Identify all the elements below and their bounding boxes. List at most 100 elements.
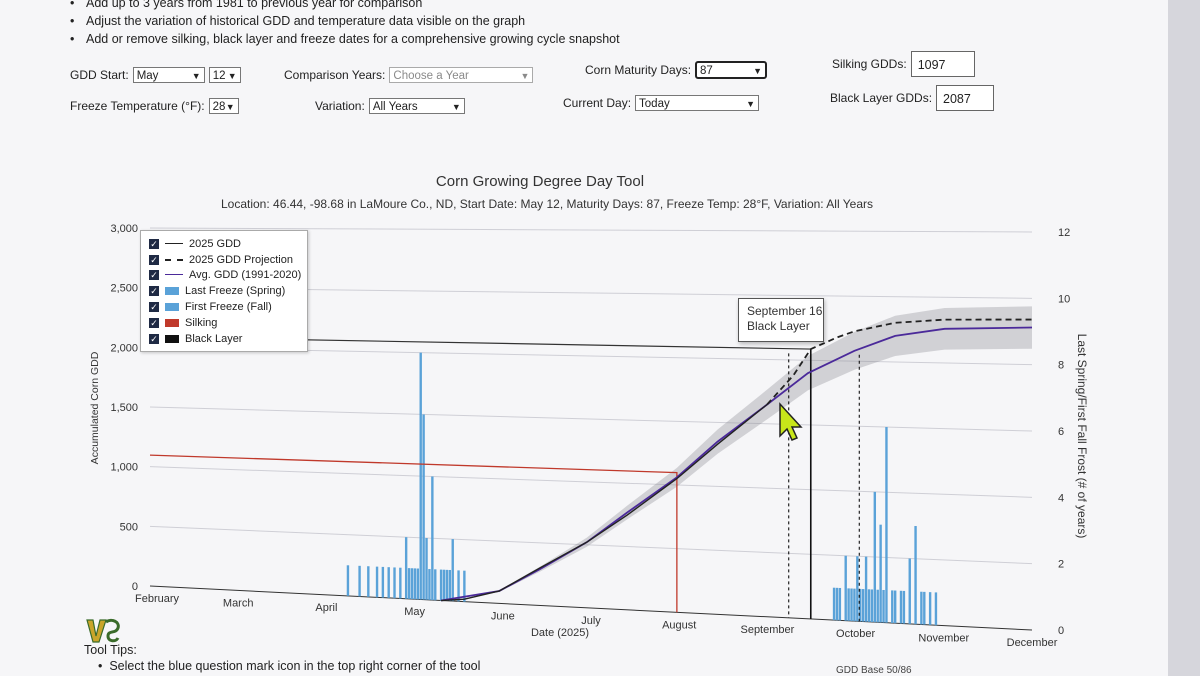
legend-item[interactable]: ✓ 2025 GDD Projection xyxy=(141,252,307,268)
x-tick-label: March xyxy=(223,597,254,609)
spring-freeze-bar xyxy=(419,352,422,600)
legend-item[interactable]: ✓ Silking xyxy=(141,315,307,331)
y2-tick-label: 8 xyxy=(1058,360,1064,372)
y-tick-label: 3,000 xyxy=(110,223,138,235)
y2-tick-label: 10 xyxy=(1058,293,1070,305)
fall-freeze-bar xyxy=(853,588,856,622)
spring-freeze-bar xyxy=(346,565,350,596)
black-layer-gdd-control: Black Layer GDDs: 2087 xyxy=(830,85,995,111)
fall-freeze-bar xyxy=(899,590,903,624)
black-layer-gdd-label: Black Layer GDDs: xyxy=(830,91,933,105)
spring-freeze-bar xyxy=(367,566,370,597)
tip-item: Add or remove silking, black layer and f… xyxy=(70,30,620,48)
current-day-select[interactable]: Today ▼ xyxy=(635,95,760,111)
spring-freeze-bar xyxy=(381,566,385,598)
legend-item[interactable]: ✓ Avg. GDD (1991-2020) xyxy=(141,268,307,284)
spring-freeze-bar xyxy=(439,569,443,601)
black-layer-gdd-input[interactable]: 2087 xyxy=(936,85,995,111)
y2-tick-label: 0 xyxy=(1058,625,1064,637)
checkbox-icon[interactable]: ✓ xyxy=(149,238,159,249)
comparison-years-select[interactable]: Choose a Year ▼ xyxy=(389,67,534,83)
legend-symbol xyxy=(165,239,183,249)
corn-maturity-value: 87 xyxy=(700,65,713,77)
checkbox-icon[interactable]: ✓ xyxy=(149,254,159,265)
fall-freeze-bar xyxy=(882,589,885,623)
gdd-start-month-select[interactable]: May ▼ xyxy=(132,67,205,83)
legend-item[interactable]: ✓ First Freeze (Fall) xyxy=(141,299,307,315)
x-tick-label: August xyxy=(662,619,696,631)
fall-freeze-bar xyxy=(920,591,923,625)
y2-tick-label: 2 xyxy=(1058,559,1064,571)
freeze-temp-select[interactable]: 28 ▼ xyxy=(208,98,239,114)
fall-freeze-bar xyxy=(873,491,877,623)
freeze-temp-label: Freeze Temperature (°F): xyxy=(70,99,205,113)
legend-item[interactable]: ✓ Last Freeze (Spring) xyxy=(141,283,307,299)
fall-freeze-bar xyxy=(864,556,868,622)
spring-freeze-bar xyxy=(463,570,466,602)
variation-control: Variation: All Years ▼ xyxy=(315,98,465,114)
gdd-start-day-select[interactable]: 12 ▼ xyxy=(208,67,241,83)
mouse-cursor-icon xyxy=(779,402,803,441)
spring-freeze-bar xyxy=(413,568,417,600)
corn-maturity-select[interactable]: 87 ▼ xyxy=(695,61,768,79)
freeze-temp-control: Freeze Temperature (°F): 28 ▼ xyxy=(70,98,239,114)
spring-freeze-bar xyxy=(442,569,446,601)
legend-label: 2025 GDD xyxy=(189,237,241,250)
x-tick-label: December xyxy=(1007,637,1058,649)
gdd-start-month-value: May xyxy=(136,70,159,82)
gridline xyxy=(149,406,1033,432)
current-day-control: Current Day: Today ▼ xyxy=(563,95,760,111)
spring-freeze-bar xyxy=(448,569,452,601)
spring-freeze-bar xyxy=(434,569,437,601)
fall-freeze-bar xyxy=(859,588,862,622)
checkbox-icon[interactable]: ✓ xyxy=(149,302,159,313)
legend-label: Last Freeze (Spring) xyxy=(185,285,286,298)
chevron-down-icon: ▼ xyxy=(746,99,756,109)
checkbox-icon[interactable]: ✓ xyxy=(149,270,159,281)
checkbox-icon[interactable]: ✓ xyxy=(149,286,159,297)
silking-gdd-input[interactable]: 1097 xyxy=(910,51,975,77)
fall-freeze-bar xyxy=(934,592,938,626)
fall-freeze-bar xyxy=(844,555,847,621)
y-axis-title: Accumulated Corn GDD xyxy=(89,351,101,464)
x-axis-line xyxy=(149,585,1033,631)
chart-tooltip: September 16 Black Layer xyxy=(738,298,824,342)
x-tick-label: April xyxy=(315,602,337,614)
legend-item[interactable]: ✓ Black Layer xyxy=(141,331,307,347)
legend-label: Black Layer xyxy=(185,332,243,345)
checkbox-icon[interactable]: ✓ xyxy=(149,317,159,328)
y-tick-label: 2,500 xyxy=(110,283,138,295)
gdd-projection-line xyxy=(766,318,1033,406)
legend-label: First Freeze (Fall) xyxy=(185,301,272,314)
corn-maturity-control: Corn Maturity Days: 87 ▼ xyxy=(585,61,768,79)
comparison-years-control: Comparison Years: Choose a Year ▼ xyxy=(284,67,534,83)
silking-gdd-control: Silking GDDs: 1097 xyxy=(832,51,975,77)
variation-band xyxy=(441,306,1032,601)
variation-value: All Years xyxy=(372,101,418,113)
fall-freeze-bar xyxy=(867,589,871,622)
tip-item: Add up to 3 years from 1981 to previous … xyxy=(70,0,620,12)
gridline xyxy=(149,227,1033,233)
freeze-temp-value: 28 xyxy=(212,101,226,113)
gdd-2025-line xyxy=(441,403,768,602)
fall-freeze-bar xyxy=(879,524,882,623)
variation-select[interactable]: All Years ▼ xyxy=(368,98,465,114)
current-day-value: Today xyxy=(639,98,670,110)
chevron-down-icon: ▼ xyxy=(520,71,530,81)
fall-freeze-bar xyxy=(856,556,859,622)
fall-freeze-bar xyxy=(850,588,853,621)
page-edge xyxy=(1168,0,1200,676)
gdd-base-note: GDD Base 50/86 xyxy=(836,665,912,676)
checkbox-icon[interactable]: ✓ xyxy=(149,333,159,344)
tooltip-label: Black Layer xyxy=(747,319,810,333)
spring-freeze-bar xyxy=(428,569,431,600)
tip-item: Adjust the variation of historical GDD a… xyxy=(70,12,620,30)
legend-symbol xyxy=(165,302,179,312)
x-tick-label: October xyxy=(836,628,875,640)
y2-tick-label: 4 xyxy=(1058,492,1064,504)
fall-freeze-bar xyxy=(914,526,917,625)
fall-freeze-bar xyxy=(928,592,932,625)
fall-freeze-bar xyxy=(876,589,879,623)
tooltip-date: September 16 xyxy=(747,304,823,318)
legend-item[interactable]: ✓ 2025 GDD xyxy=(141,236,307,252)
